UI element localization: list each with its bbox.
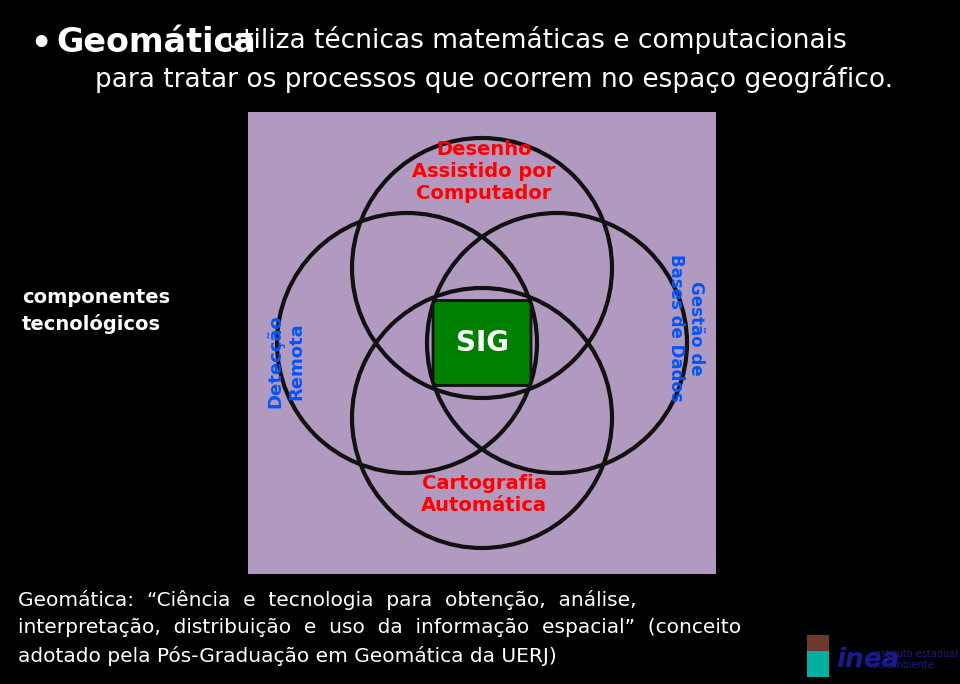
Text: Gestão de
Bases de Dados: Gestão de Bases de Dados — [666, 254, 706, 402]
Text: interpretação,  distribuição  e  uso  da  informação  espacial”  (conceito: interpretação, distribuição e uso da inf… — [18, 618, 741, 637]
Text: do ambiente: do ambiente — [872, 660, 934, 670]
Text: •: • — [30, 28, 51, 61]
Text: inea: inea — [836, 647, 900, 673]
Text: utiliza técnicas matemáticas e computacionais: utiliza técnicas matemáticas e computaci… — [218, 26, 847, 54]
Text: Geomática: Geomática — [56, 26, 255, 59]
Text: componentes: componentes — [22, 288, 170, 307]
Text: tecnológicos: tecnológicos — [22, 314, 161, 334]
FancyBboxPatch shape — [807, 651, 829, 677]
Text: Detecção
Remota: Detecção Remota — [267, 314, 305, 408]
Text: adotado pela Pós-Graduação em Geomática da UERJ): adotado pela Pós-Graduação em Geomática … — [18, 646, 557, 666]
Text: instituto estadual: instituto estadual — [872, 649, 958, 659]
Text: Desenho
Assistido por
Computador: Desenho Assistido por Computador — [412, 140, 556, 203]
Text: SIG: SIG — [455, 329, 509, 357]
Text: Geomática:  “Ciência  e  tecnologia  para  obtenção,  análise,: Geomática: “Ciência e tecnologia para ob… — [18, 590, 636, 610]
Text: Cartografia
Automática: Cartografia Automática — [421, 474, 547, 515]
FancyBboxPatch shape — [807, 635, 829, 651]
Text: para tratar os processos que ocorrem no espaço geográfico.: para tratar os processos que ocorrem no … — [95, 65, 893, 93]
FancyBboxPatch shape — [433, 300, 531, 386]
FancyBboxPatch shape — [248, 112, 716, 574]
